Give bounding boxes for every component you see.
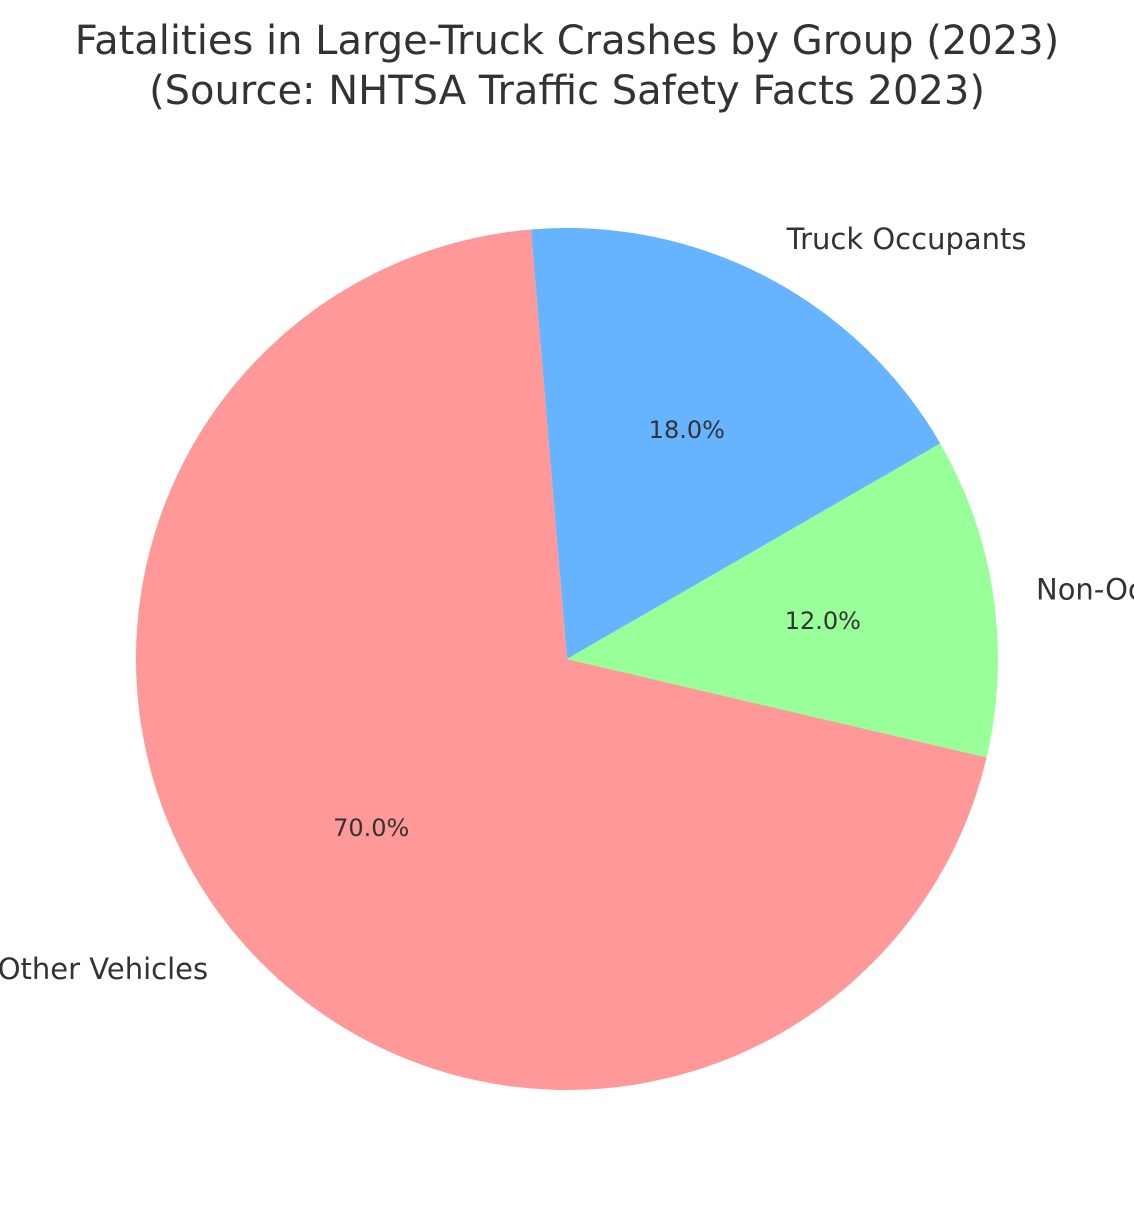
- pie-percent-label-truck-occupants: 18.0%: [649, 416, 725, 444]
- pie-percent-label-non-occupants: 12.0%: [785, 607, 861, 635]
- pie-slice-truck-occupants: [530, 228, 941, 659]
- pie-category-label-truck-occupants: Truck Occupants: [786, 222, 1027, 256]
- pie-category-label-non-occupants: Non-Occupants: [1036, 573, 1134, 607]
- pie-category-labels: Truck Occupants Occupants of Other Vehicl…: [0, 222, 1134, 986]
- chart-title-line-2: (Source: NHTSA Traffic Safety Facts 2023…: [149, 68, 985, 114]
- chart-title-line-1: Fatalities in Large-Truck Crashes by Gro…: [75, 18, 1059, 64]
- pie-slices: [135, 228, 998, 1090]
- pie-category-label-occupants-of-other-vehicles: Occupants of Other Vehicles: [0, 952, 208, 986]
- pie-percent-label-occupants-of-other-vehicles: 70.0%: [333, 814, 409, 842]
- pie-slice-occupants-of-other-vehicles: [135, 229, 987, 1090]
- pie-slice-non-occupants: [567, 443, 998, 758]
- pie-percent-labels: 18.0% 70.0% 12.0%: [333, 416, 861, 842]
